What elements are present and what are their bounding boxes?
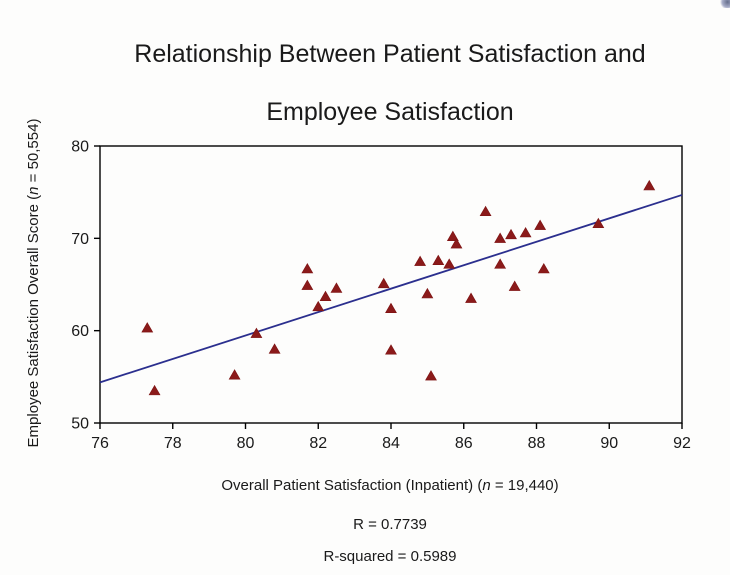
y-axis-label: Employee Satisfaction Overall Score (n =…: [25, 119, 42, 448]
data-point-triangle: [643, 179, 656, 191]
data-point-triangle: [425, 370, 437, 381]
trend-line: [99, 194, 683, 384]
x-tick-label: 80: [237, 435, 255, 452]
x-tick-label: 82: [309, 435, 327, 452]
data-point-triangle: [450, 238, 463, 249]
data-point-triangle: [301, 263, 314, 274]
data-point-triangle: [494, 258, 507, 269]
data-point-triangle: [268, 343, 281, 354]
data-point-triangle: [592, 217, 605, 229]
data-point-triangle: [330, 282, 343, 293]
data-point-triangle: [414, 255, 427, 266]
data-point-triangle: [446, 230, 459, 241]
plot-frame: [99, 145, 683, 424]
data-point-triangle: [432, 254, 445, 265]
data-point-triangle: [312, 300, 325, 312]
x-tick-label: 88: [528, 435, 546, 452]
x-tick-label: 92: [673, 435, 691, 452]
x-tick-label: 76: [91, 435, 109, 452]
data-point-triangle: [465, 292, 477, 303]
data-point-triangle: [479, 205, 492, 217]
y-tick-label: 70: [71, 231, 89, 248]
data-point-triangle: [505, 228, 517, 240]
data-point-triangle: [534, 219, 547, 230]
r-value-text: R = 0.7739: [353, 516, 427, 533]
chart-title-line2: Employee Satisfaction: [266, 98, 513, 126]
data-point-triangle: [228, 369, 241, 380]
data-point-triangle: [508, 280, 521, 291]
y-tick-label: 50: [71, 416, 89, 433]
data-point-triangle: [421, 287, 434, 299]
x-tick-label: 78: [164, 435, 182, 452]
x-tick-label: 90: [600, 435, 618, 452]
data-point-triangle: [519, 226, 532, 238]
x-tick-label: 86: [455, 435, 473, 452]
data-point-triangle: [377, 277, 390, 289]
y-tick-label: 60: [71, 323, 89, 340]
chart-title-line1: Relationship Between Patient Satisfactio…: [134, 40, 645, 68]
data-point-triangle: [494, 232, 507, 243]
data-point-triangle: [141, 322, 154, 333]
data-point-triangle: [319, 290, 332, 302]
data-point-triangle: [385, 302, 397, 314]
r-squared-text: R-squared = 0.5989: [323, 548, 456, 565]
x-axis-label: Overall Patient Satisfaction (Inpatient)…: [221, 477, 558, 494]
data-point-triangle: [537, 263, 550, 274]
data-point-triangle: [148, 384, 161, 396]
x-tick-label: 84: [382, 435, 400, 452]
corner-artifact-icon: [720, 0, 730, 8]
data-point-triangle: [250, 327, 263, 338]
data-point-triangle: [301, 279, 314, 290]
y-tick-label: 80: [71, 139, 89, 156]
data-point-triangle: [385, 344, 397, 355]
data-point-triangle: [443, 258, 456, 269]
